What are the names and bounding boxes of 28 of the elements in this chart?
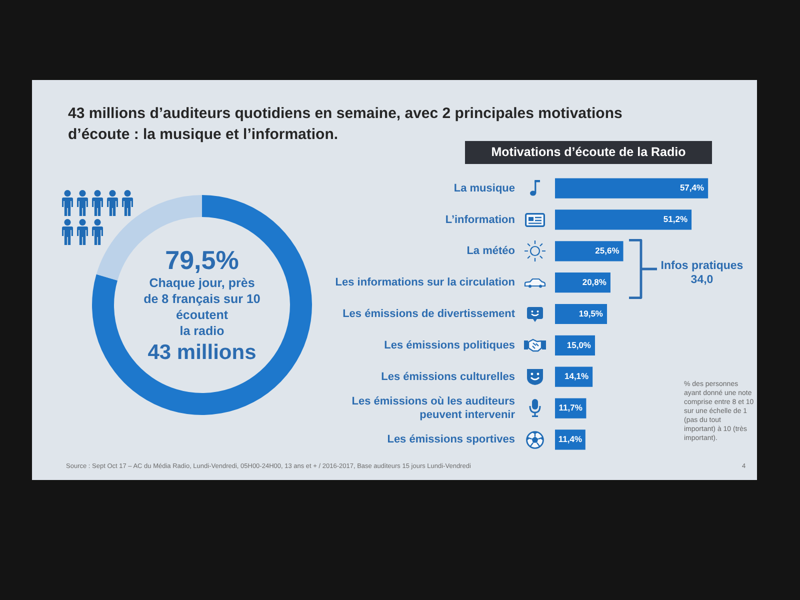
data-label: 57,4%	[680, 182, 704, 193]
annotation: Infos pratiques 34,0	[660, 259, 744, 287]
text: 43 millions	[146, 340, 258, 366]
y-tick-label: Les émissions culturelles	[381, 370, 515, 383]
bar	[555, 241, 624, 262]
data-label: 20,8%	[582, 276, 607, 287]
data-label: 11,4%	[558, 434, 582, 444]
y-tick-label: L’information	[445, 214, 516, 226]
data-label: 25,6%	[595, 246, 620, 256]
bar	[555, 304, 607, 324]
y-tick-label: Les émissions sportives	[387, 434, 515, 446]
y-tick-label: La météo	[466, 245, 516, 258]
chart-title: Motivations d’écoute de la Radio	[465, 141, 712, 164]
y-tick-label: Les émissions de divertissement	[342, 308, 516, 320]
bar	[555, 210, 692, 230]
y-tick-label: Les informations sur la circulation	[335, 276, 516, 289]
bar	[555, 272, 610, 293]
y-tick-label: Les émissions où les auditeurs peuvent intervenir	[352, 396, 516, 421]
text: Chaque jour, près de 8 français sur 10 écoutent la radio	[142, 275, 262, 339]
data-label: 15,0%	[566, 340, 592, 350]
text: 79,5%	[164, 245, 240, 275]
data-label: 11,7%	[558, 402, 583, 413]
y-tick-label: La musique	[454, 182, 515, 194]
data-label: 51,2%	[663, 214, 688, 224]
bar	[555, 178, 708, 198]
data-label: 19,5%	[578, 308, 604, 318]
data-label: 14,1%	[564, 371, 590, 382]
y-tick-label: Les émissions politiques	[384, 339, 515, 352]
